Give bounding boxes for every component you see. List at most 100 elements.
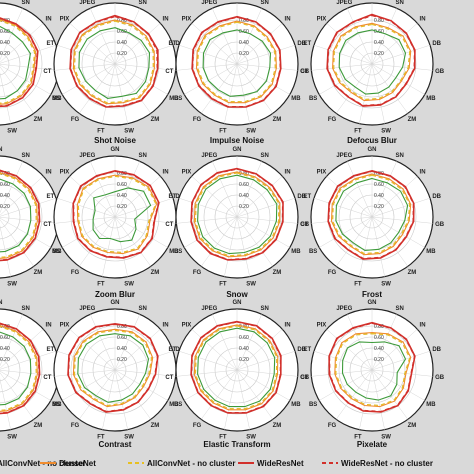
series-line xyxy=(327,169,415,260)
radial-tick-label: 0.40 xyxy=(0,346,10,352)
axis-label: ZM xyxy=(273,270,282,276)
radar-panel: 0.200.400.600.80GNSNINDBGBMBZMSWFTFGBSCT… xyxy=(165,300,309,449)
series-line xyxy=(0,171,38,259)
axis-label: ZM xyxy=(408,117,417,123)
axis-label: ET xyxy=(46,194,54,200)
axis-label: CT xyxy=(165,375,173,381)
axis-label: FG xyxy=(328,117,337,123)
series-line xyxy=(194,325,278,410)
radial-tick-label: 0.60 xyxy=(0,29,10,35)
panel-title: Contrast xyxy=(99,440,132,449)
axis-label: MB xyxy=(291,249,301,255)
radar-spoke xyxy=(89,161,116,218)
axis-label: IN xyxy=(285,322,291,328)
axis-label: BS xyxy=(174,249,182,255)
radial-tick-label: 0.40 xyxy=(239,40,249,46)
radar-spoke xyxy=(114,197,174,218)
radar-spoke xyxy=(359,369,373,430)
axis-label: CT xyxy=(300,69,308,75)
axis-label: FG xyxy=(193,117,202,123)
axis-label: IN xyxy=(46,322,52,328)
radar-spoke xyxy=(114,161,141,218)
axis-label: DB xyxy=(297,194,306,200)
radar-spoke xyxy=(114,63,128,124)
radar-spoke xyxy=(78,216,116,267)
axis-label: GB xyxy=(435,375,445,381)
series-line xyxy=(0,331,32,406)
radar-spoke xyxy=(200,216,238,267)
axis-label: FT xyxy=(354,435,362,441)
radar-spoke xyxy=(371,63,425,95)
radar-spoke xyxy=(346,8,373,65)
radar-spoke xyxy=(236,8,263,65)
radar-spoke xyxy=(371,350,431,371)
radar-spoke xyxy=(236,350,296,371)
axis-label: MB xyxy=(52,249,62,255)
axis-label: ET xyxy=(168,194,176,200)
radar-spoke xyxy=(236,161,263,218)
axis-label: FT xyxy=(219,129,227,135)
radar-gridline xyxy=(0,41,21,87)
radar-spoke xyxy=(236,175,283,218)
radar-spoke xyxy=(114,63,152,114)
radar-spoke xyxy=(236,216,250,277)
series-line xyxy=(335,333,411,407)
radar-spoke xyxy=(211,161,238,218)
radial-tick-label: 0.80 xyxy=(374,324,384,330)
radar-spoke xyxy=(236,216,290,248)
radar-spoke xyxy=(0,22,44,63)
radar-spoke xyxy=(0,225,11,277)
axis-label: FG xyxy=(193,423,202,429)
radar-spoke xyxy=(0,161,24,214)
radar-spoke xyxy=(236,216,298,224)
axis-label: BS xyxy=(52,402,60,408)
axis-label: FT xyxy=(354,129,362,135)
series-line xyxy=(0,322,41,415)
axis-label: CT xyxy=(43,69,51,75)
axis-label: PIX xyxy=(182,322,192,328)
series-line xyxy=(0,324,38,412)
radar-spoke xyxy=(114,216,152,267)
radar-spoke xyxy=(319,216,373,248)
axis-label: ZM xyxy=(34,117,43,123)
radar-spoke xyxy=(371,216,409,267)
radar-spoke xyxy=(236,44,296,65)
radar-spoke xyxy=(313,44,373,65)
axis-label: FT xyxy=(219,282,227,288)
axis-label: GN xyxy=(233,147,242,153)
radar-spoke xyxy=(326,22,373,65)
axis-label: BS xyxy=(309,96,317,102)
radar-gridline xyxy=(0,347,21,393)
series-line xyxy=(77,175,157,254)
radar-spoke xyxy=(89,8,116,65)
series-line xyxy=(0,18,37,105)
radar-spoke xyxy=(313,197,373,218)
radial-tick-label: 0.20 xyxy=(0,357,10,363)
radar-spoke xyxy=(0,369,59,377)
series-line xyxy=(332,22,412,102)
radial-tick-label: 0.20 xyxy=(0,51,10,57)
axis-label: GB xyxy=(300,69,310,75)
axis-label: IN xyxy=(46,169,52,175)
radar-spoke xyxy=(0,372,35,420)
radar-spoke xyxy=(371,8,398,65)
series-line xyxy=(0,17,39,108)
panel-title: Zoom Blur xyxy=(95,290,135,299)
axis-label: SW xyxy=(246,282,256,288)
axis-label: FG xyxy=(71,423,80,429)
axis-label: IN xyxy=(163,322,169,328)
axis-label: SN xyxy=(260,153,268,159)
radial-tick-label: 0.60 xyxy=(117,182,127,188)
axis-label: GN xyxy=(111,147,120,153)
axis-label: JPEG xyxy=(79,306,95,312)
series-line xyxy=(191,15,282,108)
radar-spoke xyxy=(236,197,296,218)
axis-label: GB xyxy=(300,222,310,228)
radar-spoke xyxy=(89,314,116,371)
axis-label: FT xyxy=(97,129,105,135)
radar-spoke xyxy=(184,63,238,95)
axis-label: ZM xyxy=(34,270,43,276)
radial-tick-label: 0.20 xyxy=(0,204,10,210)
axis-label: MB xyxy=(426,249,436,255)
